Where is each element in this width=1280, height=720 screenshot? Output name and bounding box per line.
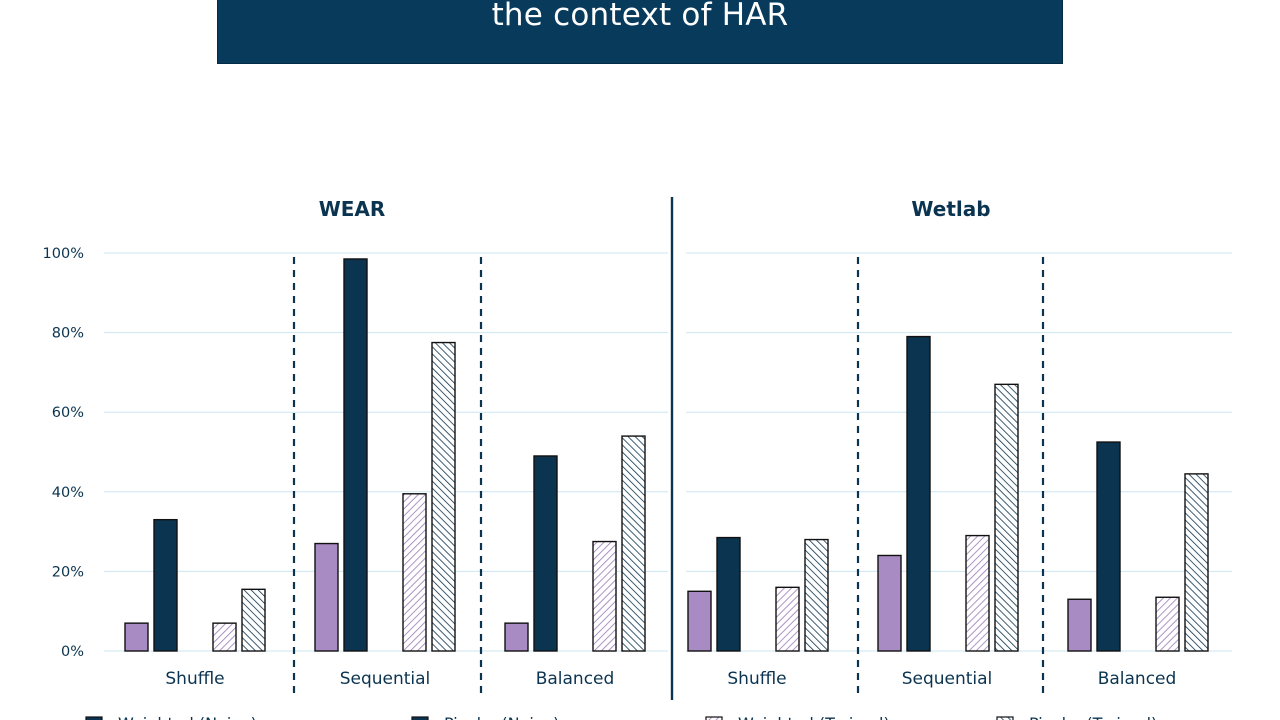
bar-pixel-trained: [431, 341, 456, 652]
legend-swatch: [705, 716, 723, 720]
y-tick-label: 80%: [52, 326, 84, 342]
legend-label: Weighted (Naive): [118, 714, 257, 720]
bar-pixel-naive: [153, 518, 178, 652]
bar-pixel-trained: [241, 588, 266, 652]
bar-pixel-trained: [994, 383, 1019, 652]
panel-title: Wetlab: [911, 197, 990, 221]
y-tick-label: 20%: [52, 564, 84, 580]
category-label: Balanced: [1098, 669, 1177, 689]
category-label: Balanced: [536, 669, 615, 689]
bar-pixel-trained: [621, 435, 646, 652]
y-tick-label: 60%: [52, 405, 84, 421]
category-label: Sequential: [340, 669, 431, 689]
legend-swatch: [85, 716, 103, 720]
bar-weighted-trained: [965, 534, 990, 652]
bar-pixel-trained: [1184, 473, 1209, 652]
bar-pixel-trained: [804, 538, 829, 652]
slide-title-banner: the context of HAR: [217, 0, 1063, 64]
bar-weighted-trained: [212, 622, 237, 652]
bar-weighted-trained: [592, 540, 617, 652]
category-label: Sequential: [902, 669, 993, 689]
category-label: Shuffle: [165, 669, 224, 689]
y-tick-label: 0%: [61, 644, 84, 660]
bar-pixel-naive: [906, 335, 931, 652]
legend-label: Pixel... (Trained): [1029, 714, 1157, 720]
bar-pixel-naive: [343, 258, 368, 652]
y-tick-label: 40%: [52, 485, 84, 501]
bar-pixel-naive: [533, 455, 558, 652]
legend-label: Weighted (Trained): [738, 714, 890, 720]
category-label: Shuffle: [727, 669, 786, 689]
bar-weighted-trained: [1155, 596, 1180, 652]
bar-weighted-naive: [877, 554, 902, 652]
bar-weighted-naive: [1067, 598, 1092, 652]
bar-weighted-naive: [314, 542, 339, 652]
bar-weighted-naive: [687, 590, 712, 652]
legend-swatch: [996, 716, 1014, 720]
bar-pixel-naive: [1096, 441, 1121, 652]
bar-weighted-naive: [124, 622, 149, 652]
bar-weighted-trained: [775, 586, 800, 652]
bar-weighted-naive: [504, 622, 529, 652]
legend-swatch: [411, 716, 429, 720]
y-tick-label: 100%: [43, 246, 84, 262]
legend-label: Pixel... (Naive): [444, 714, 559, 720]
bar-pixel-naive: [716, 536, 741, 652]
slide-title: the context of HAR: [491, 0, 789, 33]
panel-title: WEAR: [319, 197, 386, 221]
bar-weighted-trained: [402, 493, 427, 652]
